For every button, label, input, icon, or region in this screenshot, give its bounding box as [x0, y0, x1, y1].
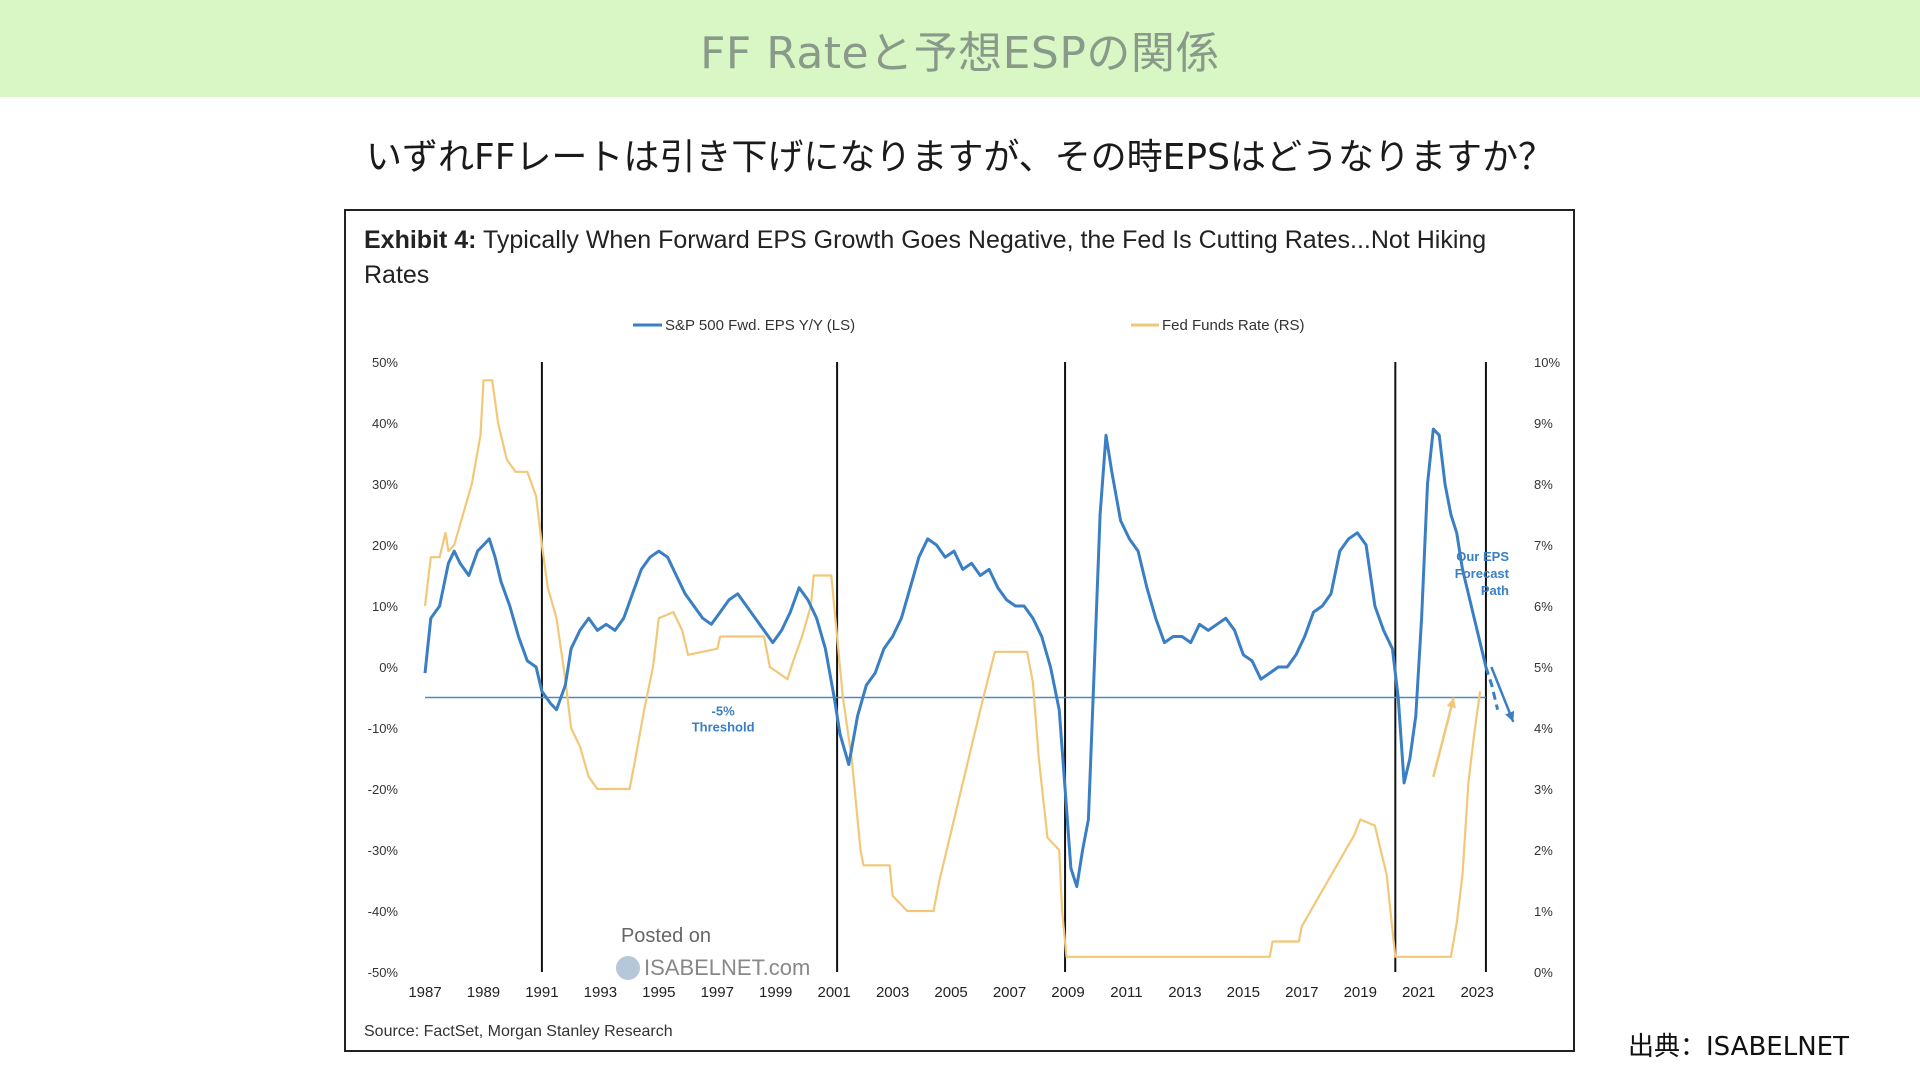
y-right-tick: 10%	[1534, 355, 1560, 370]
x-tick: 1999	[759, 984, 792, 1001]
chart-title: Exhibit 4: Typically When Forward EPS Gr…	[364, 223, 1554, 293]
forecast-label-line: Our EPS	[1456, 549, 1509, 564]
x-tick: 2003	[876, 984, 909, 1001]
legend-label-ffr: Fed Funds Rate (RS)	[1162, 317, 1305, 334]
x-tick: 1993	[584, 984, 617, 1001]
x-tick: 2021	[1402, 984, 1435, 1001]
banner-title: FF Rateと予想ESPの関係	[700, 27, 1220, 79]
x-tick: 2009	[1051, 984, 1084, 1001]
x-tick: 1997	[701, 984, 734, 1001]
y-right-tick: 3%	[1534, 782, 1553, 797]
x-tick: 1987	[408, 984, 441, 1001]
y-left-tick: 40%	[372, 416, 398, 431]
x-tick: 2017	[1285, 984, 1318, 1001]
y-right-tick: 2%	[1534, 843, 1553, 858]
y-right-tick: 9%	[1534, 416, 1553, 431]
x-tick: 1991	[525, 984, 558, 1001]
chart-frame: Exhibit 4: Typically When Forward EPS Gr…	[344, 209, 1575, 1052]
y-left-tick: -20%	[368, 782, 399, 797]
x-tick: 2007	[993, 984, 1026, 1001]
watermark-line1: Posted on	[621, 925, 711, 947]
legend-label-eps: S&P 500 Fwd. EPS Y/Y (LS)	[665, 317, 855, 334]
forecast-path	[1484, 666, 1500, 711]
credit: 出典：ISABELNET	[1628, 1032, 1849, 1062]
x-tick: 2015	[1227, 984, 1260, 1001]
x-tick: 2001	[817, 984, 850, 1001]
subtitle: いずれFFレートは引き下げになりますが、その時EPSはどうなりますか？	[365, 137, 1554, 178]
series-line-fed-funds	[423, 379, 1482, 958]
forecast-arrow-head	[1505, 710, 1515, 722]
banner: FF Rateと予想ESPの関係	[0, 0, 1920, 97]
y-right-tick: 6%	[1534, 599, 1553, 614]
series-line-eps	[423, 427, 1488, 889]
y-left-tick: 10%	[372, 599, 398, 614]
y-left-tick: 20%	[372, 538, 398, 553]
x-tick: 2019	[1344, 984, 1377, 1001]
chart-title-text: Typically When Forward EPS Growth Goes N…	[364, 226, 1487, 289]
watermark-globe-icon	[616, 956, 640, 980]
chart-svg: S&P 500 Fwd. EPS Y/Y (LS) Fed Funds Rate …	[368, 317, 1561, 1001]
x-tick: 1995	[642, 984, 675, 1001]
y-left-tick: -30%	[368, 843, 399, 858]
y-left-tick: -50%	[368, 965, 399, 980]
y-right-tick: 8%	[1534, 477, 1553, 492]
chart-source: Source: FactSet, Morgan Stanley Research	[364, 1023, 673, 1040]
y-left-tick: 0%	[379, 660, 398, 675]
y-right-tick: 0%	[1534, 965, 1553, 980]
y-left-tick: 50%	[372, 355, 398, 370]
y-right-tick: 5%	[1534, 660, 1553, 675]
threshold-label-line2: Threshold	[692, 720, 755, 735]
threshold-label-line1: -5%	[712, 704, 736, 719]
forecast-label-line: Forecast	[1455, 566, 1510, 581]
y-left-tick: -40%	[368, 904, 399, 919]
forecast-label-line: Path	[1481, 583, 1509, 598]
ffr-arrow-head	[1446, 697, 1456, 709]
y-left-tick: -10%	[368, 721, 399, 736]
x-tick: 2013	[1168, 984, 1201, 1001]
x-tick: 2023	[1460, 984, 1493, 1001]
x-tick: 2011	[1110, 984, 1142, 1001]
y-right-tick: 1%	[1534, 904, 1553, 919]
x-tick: 1989	[467, 984, 500, 1001]
y-right-tick: 7%	[1534, 538, 1553, 553]
ffr-arrow-shaft	[1432, 697, 1455, 778]
chart-title-prefix: Exhibit 4:	[364, 226, 477, 254]
y-left-tick: 30%	[372, 477, 398, 492]
watermark-line2: ISABELNET.com	[644, 955, 810, 980]
y-right-tick: 4%	[1534, 721, 1553, 736]
x-tick: 2005	[934, 984, 967, 1001]
